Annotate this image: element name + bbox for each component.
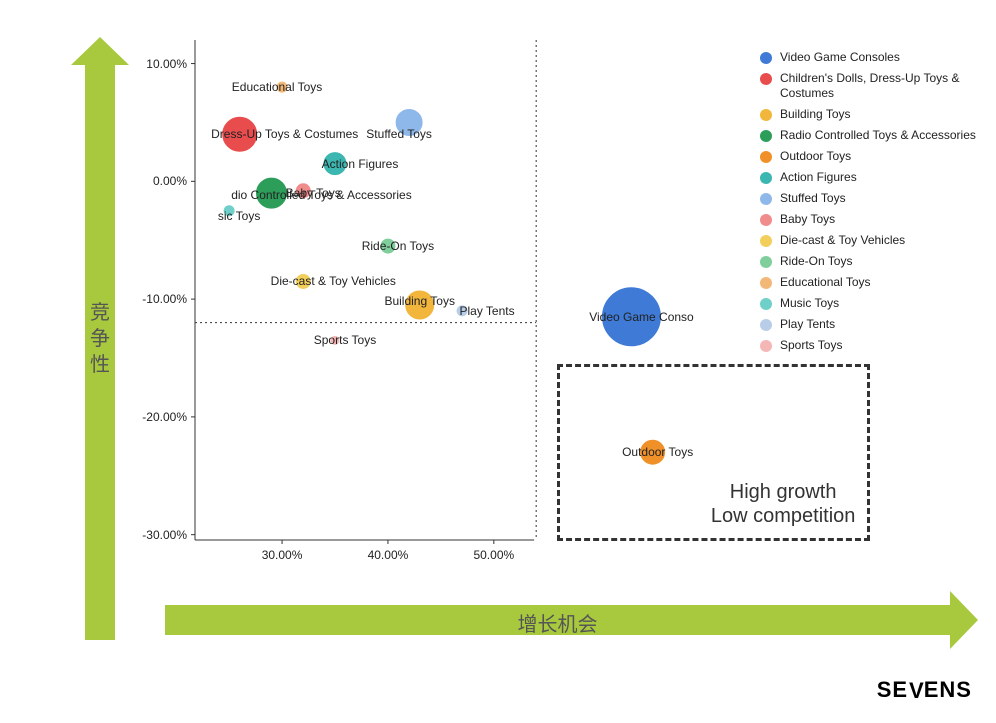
legend-label: Music Toys [780, 296, 980, 311]
legend-swatch [760, 52, 772, 64]
legend-label: Radio Controlled Toys & Accessories [780, 128, 980, 143]
legend-label: Sports Toys [780, 338, 980, 353]
legend-item: Educational Toys [760, 275, 980, 290]
bubble [395, 108, 423, 136]
legend-item: Ride-On Toys [760, 254, 980, 269]
legend-swatch [760, 73, 772, 85]
legend-item: Sports Toys [760, 338, 980, 353]
highlight-box: High growthLow competition [557, 364, 870, 541]
legend-label: Die-cast & Toy Vehicles [780, 233, 980, 248]
bubble [276, 81, 288, 93]
legend-label: Ride-On Toys [780, 254, 980, 269]
legend: Video Game Consoles Children's Dolls, Dre… [760, 50, 980, 359]
legend-swatch [760, 340, 772, 352]
legend-item: Building Toys [760, 107, 980, 122]
bubble [405, 290, 435, 320]
legend-label: Outdoor Toys [780, 149, 980, 164]
y-tick-label: -30.00% [132, 528, 187, 542]
legend-item: Music Toys [760, 296, 980, 311]
legend-label: Baby Toys [780, 212, 980, 227]
legend-item: Video Game Consoles [760, 50, 980, 65]
legend-swatch [760, 172, 772, 184]
legend-item: Baby Toys [760, 212, 980, 227]
x-tick-label: 30.00% [262, 548, 303, 562]
legend-item: Stuffed Toys [760, 191, 980, 206]
legend-label: Play Tents [780, 317, 980, 332]
legend-swatch [760, 298, 772, 310]
legend-item: Play Tents [760, 317, 980, 332]
y-tick-label: 0.00% [132, 174, 187, 188]
bubble [295, 183, 311, 199]
y-axis-label: 竞争性 [86, 300, 114, 378]
legend-swatch [760, 277, 772, 289]
bubble [323, 152, 347, 176]
legend-swatch [760, 151, 772, 163]
bubble [295, 273, 311, 289]
legend-item: Radio Controlled Toys & Accessories [760, 128, 980, 143]
legend-label: Video Game Consoles [780, 50, 980, 65]
x-axis-label: 增长机会 [165, 608, 950, 637]
legend-label: Educational Toys [780, 275, 980, 290]
legend-label: Building Toys [780, 107, 980, 122]
bubble [255, 177, 287, 209]
x-tick-label: 50.00% [473, 548, 514, 562]
y-tick-label: 10.00% [132, 57, 187, 71]
legend-label: Children's Dolls, Dress-Up Toys & Costum… [780, 71, 980, 101]
bubble [330, 335, 340, 345]
x-tick-label: 40.00% [368, 548, 409, 562]
y-tick-label: -20.00% [132, 410, 187, 424]
highlight-text: High growthLow competition [711, 480, 856, 528]
legend-label: Action Figures [780, 170, 980, 185]
legend-swatch [760, 214, 772, 226]
legend-item: Die-cast & Toy Vehicles [760, 233, 980, 248]
legend-swatch [760, 256, 772, 268]
brand-logo: SEVENS [877, 677, 972, 703]
legend-label: Stuffed Toys [780, 191, 980, 206]
legend-item: Children's Dolls, Dress-Up Toys & Costum… [760, 71, 980, 101]
legend-swatch [760, 193, 772, 205]
legend-swatch [760, 235, 772, 247]
bubble [223, 205, 235, 217]
legend-swatch [760, 109, 772, 121]
legend-item: Outdoor Toys [760, 149, 980, 164]
bubble [601, 287, 661, 347]
legend-swatch [760, 130, 772, 142]
bubble [222, 116, 258, 152]
brand-text: SEVENS [877, 677, 972, 702]
legend-swatch [760, 319, 772, 331]
bubble [380, 238, 396, 254]
legend-item: Action Figures [760, 170, 980, 185]
y-tick-label: -10.00% [132, 292, 187, 306]
bubble [456, 305, 468, 317]
